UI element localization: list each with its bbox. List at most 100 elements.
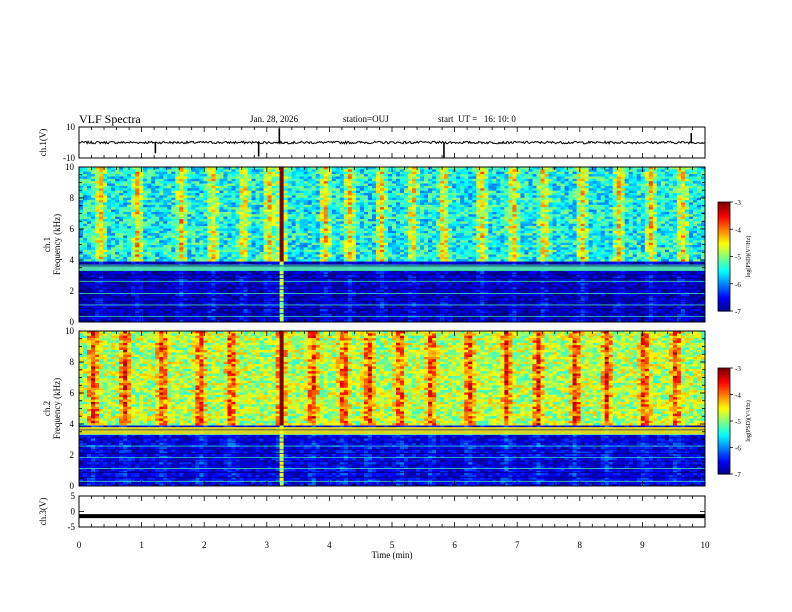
colorbar-segment (718, 265, 730, 268)
x-tick-label: 4 (327, 540, 332, 550)
colorbar-segment (718, 298, 730, 301)
colorbar-segment (718, 438, 730, 442)
colorbar-segment (718, 454, 730, 457)
colorbar-segment (718, 292, 730, 296)
colorbar-segment (718, 371, 730, 374)
y-tick-label: 4 (70, 419, 75, 429)
start-time-label: start UT = 16: 10: 0 (438, 114, 516, 124)
colorbar-label: log(PSD)(V²/Hz) (745, 236, 752, 277)
colorbar-segment (718, 466, 730, 470)
x-tick-label: 7 (515, 540, 520, 550)
colorbar-segment (718, 267, 730, 270)
colorbar-segment (718, 214, 730, 218)
colorbar-segment (718, 202, 730, 205)
colorbar-tick-label: -6 (735, 445, 741, 453)
colorbar-segment (718, 225, 730, 229)
colorbar-segment (718, 207, 730, 210)
colorbar-segment (718, 452, 730, 456)
y-axis-label: ch.3(V) (38, 498, 48, 526)
colorbar-segment (718, 220, 730, 223)
colorbar-segment (718, 387, 730, 390)
colorbar-segment (718, 285, 730, 288)
colorbar-segment (718, 247, 730, 250)
colorbar-segment (718, 303, 730, 307)
colorbar-segment (718, 236, 730, 239)
colorbar-tick-label: -4 (735, 226, 741, 234)
colorbar-segment (718, 424, 730, 427)
colorbar-segment (718, 291, 730, 294)
y-tick-label: 0 (70, 317, 75, 327)
vlf-band (79, 264, 705, 271)
colorbar-segment (718, 399, 730, 403)
colorbar-segment (718, 294, 730, 298)
colorbar-segment (718, 307, 730, 310)
colorbar-segment (718, 431, 730, 434)
y-tick-label: 5 (71, 491, 76, 501)
colorbar-segment (718, 223, 730, 227)
colorbar-segment (718, 375, 730, 378)
colorbar-segment (718, 272, 730, 276)
colorbar-segment (718, 394, 730, 397)
x-tick-label: 10 (701, 540, 711, 550)
x-tick-label: 9 (640, 540, 645, 550)
colorbar-segment (718, 301, 730, 305)
colorbar-segment (718, 221, 730, 225)
colorbar-segment (718, 229, 730, 232)
ch1-waveform-panel-trace (78, 140, 706, 145)
colorbar-segment (718, 274, 730, 278)
colorbar-segment (718, 369, 730, 373)
colorbar-segment (718, 380, 730, 383)
colorbar-segment (718, 376, 730, 380)
colorbar-segment (718, 209, 730, 212)
y-axis-label: ch.1Frequency (kHz) (42, 214, 62, 275)
colorbar-segment (718, 216, 730, 219)
colorbar-segment (718, 426, 730, 429)
x-tick-label: 8 (578, 540, 583, 550)
colorbar-segment (718, 396, 730, 399)
colorbar-tick-label: -4 (735, 392, 741, 400)
y-tick-label: 8 (70, 357, 75, 367)
date-label: Jan. 28, 2026 (250, 114, 298, 124)
colorbar-segment (718, 287, 730, 290)
colorbar-segment (718, 410, 730, 413)
colorbar-segment (718, 241, 730, 245)
colorbar-segment (718, 251, 730, 254)
colorbar-segment (718, 238, 730, 241)
colorbar-segment (718, 443, 730, 447)
colorbar-segment (718, 389, 730, 392)
colorbar-segment (718, 392, 730, 396)
colorbar-tick-label: -3 (735, 365, 741, 373)
y-tick-label: 2 (70, 286, 75, 296)
y-tick-label: -5 (68, 522, 76, 532)
colorbar-tick-label: -5 (735, 418, 741, 426)
colorbar-segment (718, 383, 730, 387)
colorbar-segment (718, 227, 730, 230)
colorbar-segment (718, 470, 730, 473)
y-tick-label: 6 (70, 388, 75, 398)
colorbar-segment (718, 249, 730, 252)
y-tick-label: -10 (63, 153, 75, 163)
x-tick-label: 1 (139, 540, 144, 550)
colorbar-segment (718, 405, 730, 408)
colorbar-segment (718, 456, 730, 459)
colorbar-segment (718, 401, 730, 404)
colorbar-tick-label: -5 (735, 254, 741, 262)
colorbar-tick-label: -7 (735, 308, 741, 316)
colorbar-segment (718, 433, 730, 436)
colorbar-segment (718, 458, 730, 461)
colorbar-tick-label: -6 (735, 281, 741, 289)
colorbar-segment (718, 422, 730, 426)
colorbar-segment (718, 234, 730, 238)
colorbar-segment (718, 408, 730, 411)
colorbar-segment (718, 459, 730, 463)
colorbar-segment (718, 254, 730, 258)
x-tick-label: 5 (390, 540, 395, 550)
y-tick-label: 2 (70, 450, 75, 460)
colorbar-segment (718, 276, 730, 279)
colorbar-segment (718, 261, 730, 265)
colorbar-tick-label: -3 (735, 199, 741, 207)
y-tick-label: 10 (65, 326, 75, 336)
y-tick-label: 6 (70, 224, 75, 234)
colorbar-segment (718, 211, 730, 214)
colorbar-segment (718, 445, 730, 449)
